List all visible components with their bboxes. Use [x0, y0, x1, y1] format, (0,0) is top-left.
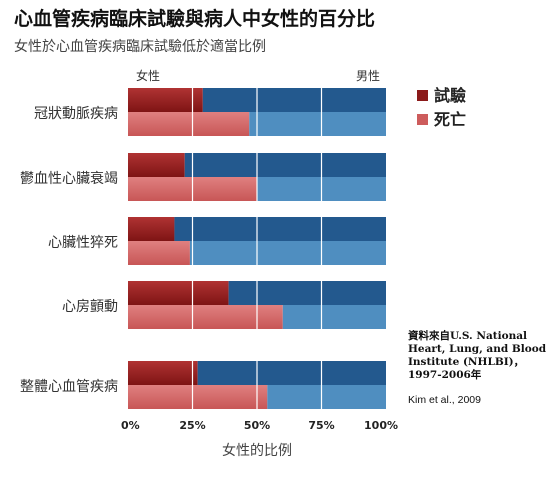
- x-axis-label: 女性的比例: [222, 442, 292, 459]
- bar-trial-male-4: [197, 361, 386, 385]
- bar-death-male-4: [267, 385, 386, 409]
- category-label-0: 冠狀動脈疾病: [34, 106, 118, 122]
- category-label-2: 心臟性猝死: [48, 235, 118, 251]
- category-label-4: 整體心血管疾病: [20, 379, 118, 395]
- bar-death-female-4: [128, 385, 268, 409]
- legend-swatch-trial: [417, 90, 428, 101]
- legend-swatch-death: [417, 114, 428, 125]
- bar-death-female-2: [128, 241, 190, 265]
- bar-death-male-0: [249, 112, 386, 136]
- bar-trial-male-1: [184, 153, 386, 177]
- male-end-label: 男性: [356, 69, 380, 83]
- x-tick-label-3: 75%: [308, 419, 334, 432]
- x-tick-label-4: 100%: [364, 419, 398, 432]
- legend-label-trial: 試驗: [434, 86, 466, 105]
- credit-note: Kim et al., 2009: [408, 394, 481, 406]
- bar-death-male-3: [282, 305, 386, 329]
- chart-title: 心血管疾病臨床試驗與病人中女性的百分比: [14, 8, 376, 30]
- chart-subtitle: 女性於心血管疾病臨床試驗低於適當比例: [14, 39, 266, 55]
- bar-death-female-3: [128, 305, 283, 329]
- x-tick-label-2: 50%: [244, 419, 270, 432]
- source-note: 資料來自U.S. National Heart, Lung, and Blood…: [408, 330, 547, 381]
- legend-label-death: 死亡: [434, 110, 466, 129]
- bar-trial-female-0: [128, 88, 203, 112]
- bar-trial-female-4: [128, 361, 198, 385]
- female-end-label: 女性: [136, 68, 160, 83]
- bar-trial-female-1: [128, 153, 185, 177]
- x-tick-label-0: 0%: [121, 419, 140, 432]
- bar-trial-male-3: [228, 281, 386, 305]
- bar-trial-female-2: [128, 217, 175, 241]
- bar-trial-female-3: [128, 281, 229, 305]
- bar-trial-male-2: [174, 217, 386, 241]
- bar-trial-male-0: [202, 88, 386, 112]
- category-label-1: 鬱血性心臟衰竭: [20, 170, 118, 187]
- x-tick-label-1: 25%: [179, 419, 205, 432]
- bar-death-female-0: [128, 112, 250, 136]
- bar-death-male-2: [189, 241, 386, 265]
- category-label-3: 心房顫動: [62, 298, 118, 315]
